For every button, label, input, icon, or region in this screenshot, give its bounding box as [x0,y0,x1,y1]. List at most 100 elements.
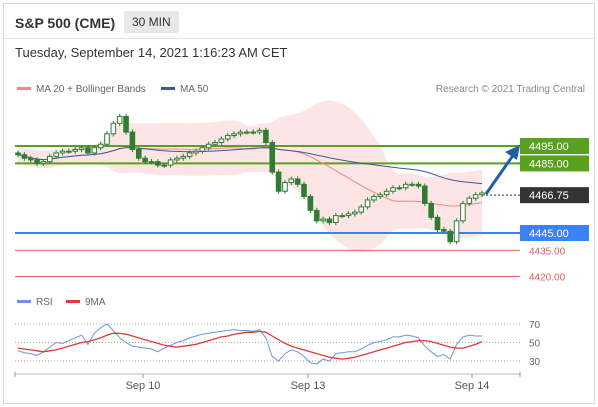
candle [345,211,352,219]
datetime-label: Tuesday, September 14, 2021 1:16:23 AM C… [15,45,288,60]
candle [21,152,28,161]
level-label-2: 4466.75 [529,190,569,202]
forecast-arrow [484,145,520,195]
level-label-3: 4445.00 [529,228,569,240]
ma50-line [17,147,483,185]
candle [453,218,460,245]
candle [269,139,276,175]
candle [186,150,193,160]
rsi-legend: RSI 9MA [17,297,106,308]
level-tag-0 [520,138,589,154]
candle [46,153,53,165]
candle [34,157,40,167]
candle [244,129,250,135]
candle [390,185,396,194]
candle [333,212,339,226]
candle [129,129,136,153]
candle [352,209,358,217]
candle [326,216,333,226]
candle [415,181,422,189]
candle [161,162,167,168]
candle [409,181,415,187]
candle [421,183,428,207]
rsi-ma-line [17,330,483,360]
candle [167,157,174,168]
rsi-tick-label: 30 [529,357,541,368]
candle [66,148,72,154]
bollinger-band-area [18,100,482,252]
candle [364,197,371,210]
candle [142,155,148,165]
candle [288,176,295,186]
symbol-title: S&P 500 (CME) [15,15,116,31]
price-labels: 4495.00 4485.00 4466.75 4445.00 4435.00 4420.… [520,138,589,284]
candle [15,150,21,158]
candle [180,153,187,161]
rsi-legend-swatch [17,300,31,303]
candle [174,155,180,163]
ma20-legend-label: MA 20 + Bollinger Bands [36,84,146,95]
rsi-legend-label: RSI [36,297,53,308]
level-tag-2 [520,187,589,204]
candle [231,131,237,139]
x-tick-label: Sep 14 [455,380,490,392]
rsi-ma-legend-label: 9MA [85,297,106,308]
rsi-panel: 70 50 30 [15,320,541,368]
rsi-tick-label: 50 [529,339,541,350]
candle [358,204,365,215]
candle [218,136,225,146]
candle [53,150,59,160]
candle [256,127,263,135]
forecast-arrow-head [505,145,520,160]
ma50-legend-swatch [161,87,175,90]
candle [155,159,161,168]
candle [371,193,377,203]
candle [434,214,441,233]
candle [263,127,269,146]
x-axis: Sep 10 Sep 13 Sep 14 [14,372,521,392]
candle [447,228,454,245]
candle [91,145,98,156]
candle [396,185,403,191]
candle [428,200,434,220]
rsi-ma-legend-swatch [66,300,80,303]
price-legend: MA 20 + Bollinger Bands MA 50 Research ©… [17,84,585,95]
candle [460,200,466,224]
rsi-line [17,323,482,365]
candle [224,132,231,142]
rsi-tick-label: 70 [529,320,541,331]
candle [383,188,390,198]
candle [148,159,155,165]
candle [479,190,485,198]
candle [466,195,473,207]
ma20-legend-swatch [17,87,31,90]
timeframe-button[interactable]: 30 MIN [124,11,179,33]
candle [212,139,218,147]
x-tick-label: Sep 13 [291,380,326,392]
level-label-0: 4495.00 [529,141,569,153]
candle [104,131,110,147]
candle [123,113,129,135]
candle [441,226,447,234]
forecast-arrow-line [484,153,516,195]
candle [339,212,345,219]
candle [307,193,314,213]
candle [40,159,47,167]
candle [72,146,79,154]
candle [78,145,85,153]
candle [116,113,123,126]
candle [294,176,301,187]
x-tick-label: Sep 10 [126,380,161,392]
candle [193,148,199,156]
candle [135,146,142,161]
candle [472,192,479,201]
chart-header: S&P 500 (CME) 30 MIN [4,4,594,39]
level-tag-1 [520,155,589,172]
level-label-5: 4420.00 [529,273,566,284]
candle [377,192,384,200]
candle [402,181,409,191]
level-label-1: 4485.00 [529,158,569,170]
candle [199,145,206,154]
candle [275,169,282,194]
